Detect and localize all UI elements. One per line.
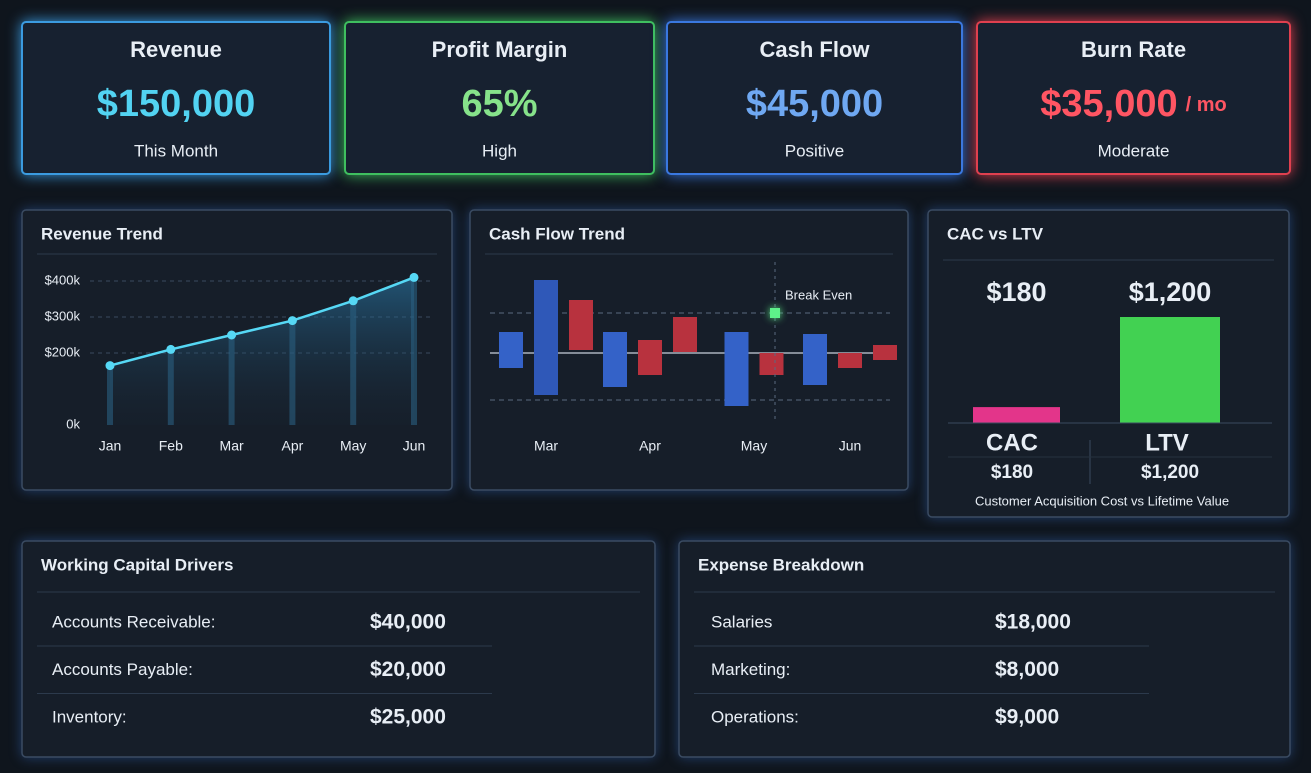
bar-value-label: $1,200 <box>1129 277 1212 307</box>
cash-bar <box>569 300 593 350</box>
kpi-unit: / mo <box>1186 94 1227 116</box>
cash-bar <box>603 332 627 387</box>
x-tick-label: May <box>741 438 767 454</box>
kpi-title: Cash Flow <box>759 37 870 62</box>
row-value: $18,000 <box>995 611 1071 634</box>
kpi-value: $150,000 <box>97 83 256 125</box>
x-tick-label: Jun <box>403 438 426 454</box>
drop-bar <box>107 365 113 425</box>
kpi-value-text: $35,000 <box>1040 83 1177 125</box>
panel-title: Cash Flow Trend <box>489 224 625 243</box>
point <box>105 361 115 371</box>
kpi-note: This Month <box>134 141 218 160</box>
panel <box>678 540 1291 758</box>
panel-title: Revenue Trend <box>41 224 163 243</box>
drop-bar <box>350 300 357 425</box>
kpi-value-text: $45,000 <box>746 83 883 125</box>
row-value: $40,000 <box>370 611 446 634</box>
kpi-title: Burn Rate <box>1081 37 1186 62</box>
point <box>227 330 237 340</box>
category-value: $180 <box>991 462 1033 483</box>
kpi-note: Positive <box>785 141 845 160</box>
kpi-value: 65% <box>461 83 537 125</box>
row-label: Inventory: <box>52 707 127 726</box>
cash-bar <box>499 332 523 368</box>
break-even-marker <box>770 308 780 318</box>
cash-bar <box>759 353 784 375</box>
x-tick-label: May <box>340 438 366 454</box>
x-tick-label: Feb <box>159 438 183 454</box>
drop-bar <box>411 277 417 425</box>
row-label: Accounts Payable: <box>52 660 193 679</box>
y-tick-label: $200k <box>45 344 81 359</box>
break-even-label: Break Even <box>785 287 852 302</box>
row-label: Marketing: <box>711 660 790 679</box>
row-label: Salaries <box>711 612 772 631</box>
panel-title: Expense Breakdown <box>698 555 864 574</box>
kpi-card <box>344 21 655 175</box>
cash-bar <box>838 353 862 368</box>
drop-bar <box>167 349 174 425</box>
x-tick-label: Mar <box>534 438 558 454</box>
panel <box>927 209 1290 518</box>
kpi-value: $45,000 <box>746 83 883 125</box>
point <box>166 344 176 354</box>
cash-bar <box>638 340 662 375</box>
kpi-card <box>666 21 963 175</box>
row-value: $8,000 <box>995 658 1059 681</box>
x-tick-label: Jun <box>839 438 862 454</box>
category-label: LTV <box>1145 429 1189 456</box>
y-tick-label: $400k <box>45 272 81 287</box>
row-label: Accounts Receivable: <box>52 612 215 631</box>
kpi-value: $35,000 / mo <box>1040 83 1227 125</box>
row-value: $25,000 <box>370 706 446 729</box>
x-tick-label: Apr <box>282 438 304 454</box>
kpi-title: Revenue <box>130 37 222 62</box>
line <box>109 276 415 367</box>
drop-bar <box>289 320 296 425</box>
panel-title: CAC vs LTV <box>947 224 1044 243</box>
x-tick-label: Mar <box>220 438 244 454</box>
area <box>110 277 414 425</box>
kpi-note: Moderate <box>1098 141 1170 160</box>
kpi-title: Profit Margin <box>432 37 568 62</box>
drop-bar <box>228 335 235 425</box>
value-bar <box>1120 317 1220 423</box>
point <box>287 316 297 326</box>
cash-bar <box>724 332 749 406</box>
x-tick-label: Jan <box>99 438 122 454</box>
category-value: $1,200 <box>1141 462 1199 483</box>
cash-bar <box>534 280 558 395</box>
x-tick-label: Apr <box>639 438 661 454</box>
row-value: $20,000 <box>370 658 446 681</box>
point <box>409 272 419 282</box>
row-value: $9,000 <box>995 706 1059 729</box>
kpi-value-text: 65% <box>461 83 537 125</box>
y-tick-label: $300k <box>45 308 81 323</box>
kpi-card <box>976 21 1291 175</box>
kpi-note: High <box>482 141 517 160</box>
panel-title: Working Capital Drivers <box>41 555 233 574</box>
cash-bar <box>873 345 897 360</box>
caption: Customer Acquisition Cost vs Lifetime Va… <box>975 493 1229 508</box>
panel <box>21 540 656 758</box>
value-bar <box>973 407 1060 423</box>
bar-value-label: $180 <box>986 277 1046 307</box>
y-tick-label: 0k <box>66 416 80 431</box>
category-label: CAC <box>986 429 1038 456</box>
cash-bar <box>803 334 827 385</box>
point <box>348 296 358 306</box>
cash-bar <box>673 317 697 352</box>
kpi-card <box>21 21 331 175</box>
row-label: Operations: <box>711 707 799 726</box>
kpi-value-text: $150,000 <box>97 83 256 125</box>
